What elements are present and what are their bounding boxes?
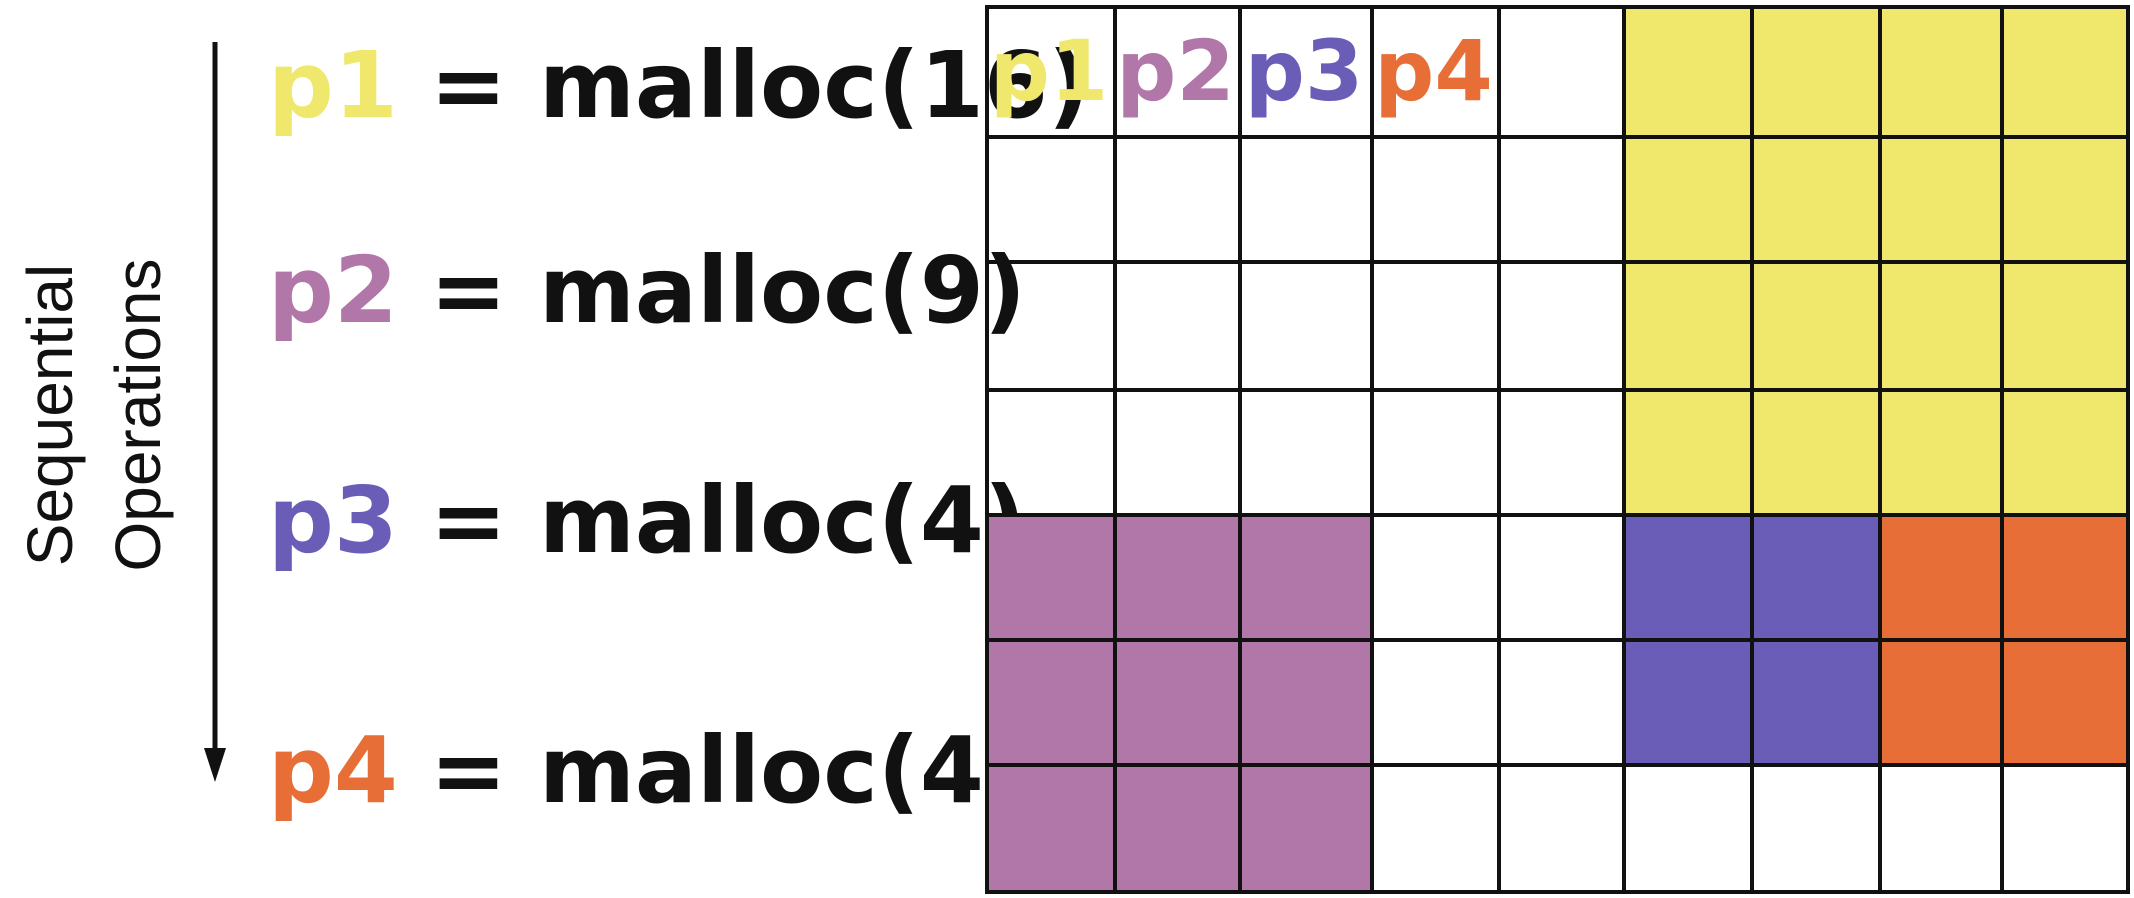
memory-cell-p1 xyxy=(1878,388,2000,513)
axis-label-line2: Operations xyxy=(102,258,174,571)
memory-cell-p1 xyxy=(1878,135,2000,260)
operation-p3: p3 = malloc(4) xyxy=(268,475,1026,567)
memory-cell-p2 xyxy=(1113,513,1238,638)
memory-cell-p1 xyxy=(1622,135,1750,260)
header-label-p4: p4 xyxy=(1374,22,1493,120)
memory-grid: p1 p2 p3 p4 xyxy=(985,5,2130,894)
memory-cell-p1 xyxy=(1878,5,2000,135)
sequence-arrow-head xyxy=(204,748,226,782)
memory-cell-p1 xyxy=(1878,260,2000,388)
operation-variable: p3 xyxy=(268,467,398,574)
header-label-p1: p1 xyxy=(990,22,1109,120)
memory-cell-p1 xyxy=(1750,388,1878,513)
memory-cell-p1 xyxy=(2000,388,2126,513)
header-label-p3: p3 xyxy=(1245,22,1364,120)
memory-cell-p1 xyxy=(1750,135,1878,260)
memory-cell-p2 xyxy=(1238,513,1370,638)
memory-cell-p1 xyxy=(2000,135,2126,260)
memory-cell-p4 xyxy=(2000,513,2126,638)
operation-p4: p4 = malloc(4) xyxy=(268,725,1026,817)
memory-cell-p2 xyxy=(985,638,1113,763)
memory-cell-p2 xyxy=(985,763,1113,890)
operation-call: = malloc(4) xyxy=(397,467,1026,574)
memory-cell-p2 xyxy=(1238,638,1370,763)
operation-variable: p2 xyxy=(268,237,398,344)
memory-cell-p4 xyxy=(2000,638,2126,763)
memory-cell-p2 xyxy=(985,513,1113,638)
memory-cell-p1 xyxy=(1622,388,1750,513)
axis-label-line1: Sequential xyxy=(14,264,86,566)
memory-cell-p1 xyxy=(2000,260,2126,388)
operation-variable: p1 xyxy=(268,32,398,139)
memory-cell-p1 xyxy=(1622,260,1750,388)
memory-cell-p4 xyxy=(1878,638,2000,763)
memory-cell-p1 xyxy=(1750,260,1878,388)
memory-cell-p2 xyxy=(1238,763,1370,890)
operation-call: = malloc(4) xyxy=(397,717,1026,824)
memory-cell-p1 xyxy=(1622,5,1750,135)
memory-cell-p3 xyxy=(1750,513,1878,638)
memory-cell-p4 xyxy=(1878,513,2000,638)
operation-call: = malloc(9) xyxy=(397,237,1026,344)
header-label-p2: p2 xyxy=(1116,22,1235,120)
sequential-operations-axis: Sequential Operations xyxy=(14,258,174,571)
memory-cell-p1 xyxy=(1750,5,1878,135)
operation-call: = malloc(16) xyxy=(397,32,1090,139)
sequence-arrow xyxy=(204,42,226,782)
operation-p2: p2 = malloc(9) xyxy=(268,245,1026,337)
operation-variable: p4 xyxy=(268,717,398,824)
operation-p1: p1 = malloc(16) xyxy=(268,40,1090,132)
memory-cell-p3 xyxy=(1750,638,1878,763)
memory-cell-p3 xyxy=(1622,638,1750,763)
memory-cell-p2 xyxy=(1113,638,1238,763)
memory-cell-p2 xyxy=(1113,763,1238,890)
memory-cell-p1 xyxy=(2000,5,2126,135)
memory-cell-p3 xyxy=(1622,513,1750,638)
